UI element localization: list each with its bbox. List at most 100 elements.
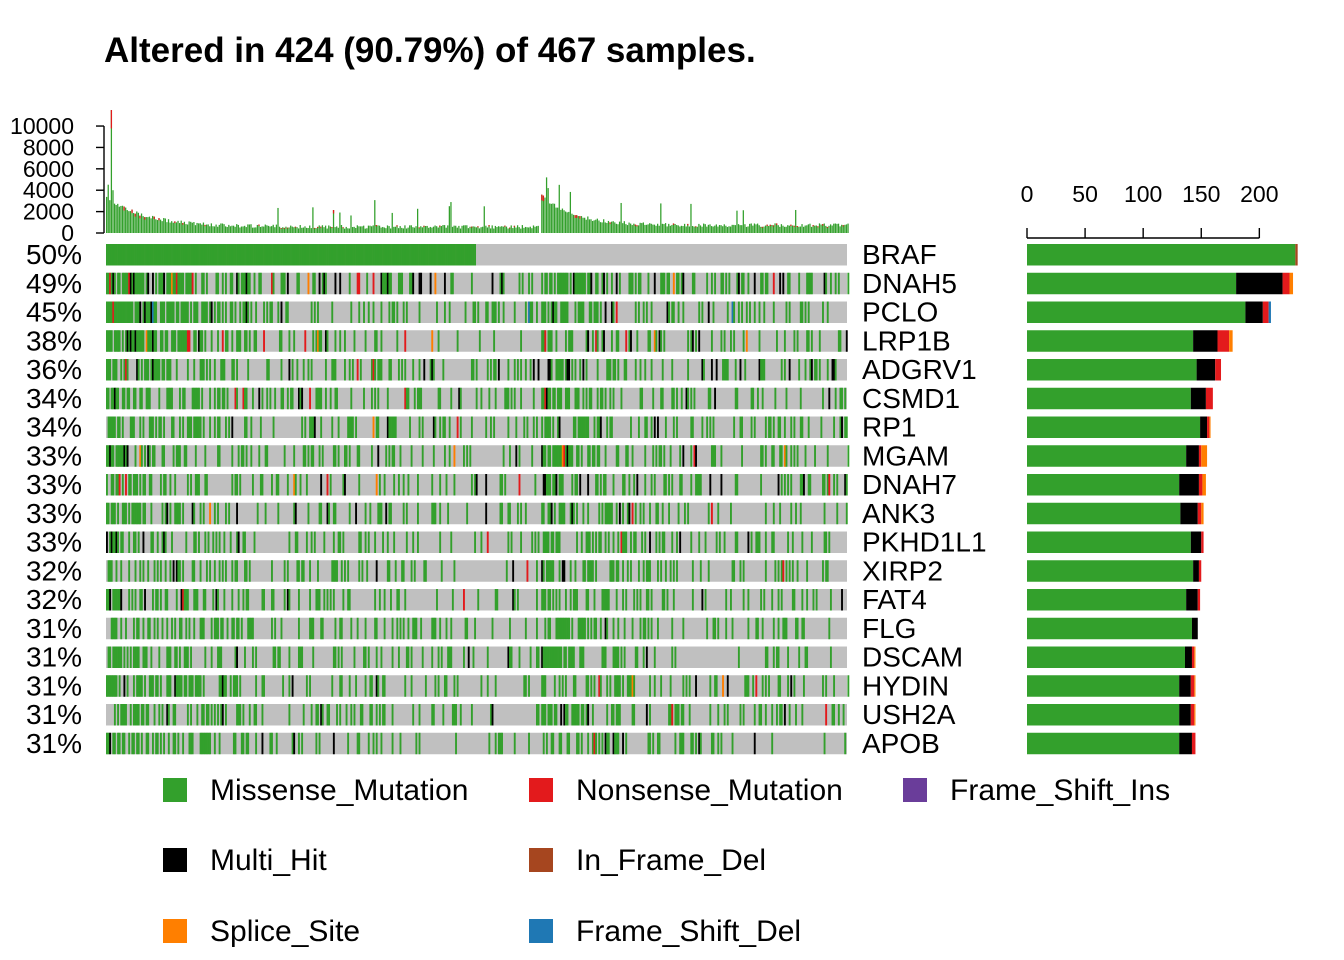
matrix-cell xyxy=(356,732,359,755)
matrix-cell xyxy=(560,732,563,755)
matrix-cell xyxy=(494,675,497,697)
matrix-cell xyxy=(393,244,396,266)
matrix-cell xyxy=(536,704,538,726)
matrix-cell xyxy=(296,244,299,266)
tmb-bar xyxy=(342,227,344,233)
matrix-cell xyxy=(155,589,158,611)
matrix-cell xyxy=(747,589,750,611)
matrix-cell xyxy=(657,560,659,582)
matrix-cell xyxy=(328,502,331,525)
matrix-cell xyxy=(442,359,445,381)
tmb-bar xyxy=(429,226,431,233)
matrix-cell xyxy=(752,675,755,697)
matrix-cell xyxy=(423,560,426,582)
matrix-cell xyxy=(397,244,400,266)
matrix-cell xyxy=(183,675,186,697)
matrix-cell xyxy=(272,589,275,611)
matrix-cell xyxy=(443,301,446,323)
matrix-cell xyxy=(771,531,774,553)
matrix-cell xyxy=(563,704,566,726)
matrix-cell xyxy=(582,502,585,525)
matrix-cell xyxy=(166,704,169,726)
matrix-cell xyxy=(612,359,615,381)
matrix-cell xyxy=(217,704,219,726)
matrix-cell xyxy=(107,272,110,295)
matrix-cell xyxy=(618,675,621,697)
matrix-cell xyxy=(690,445,693,467)
matrix-cell xyxy=(109,244,112,266)
matrix-cell xyxy=(174,502,177,525)
matrix-cell xyxy=(183,646,186,668)
matrix-cell xyxy=(221,272,224,295)
matrix-cell xyxy=(267,244,270,266)
matrix-cell xyxy=(251,387,254,410)
legend-label: Missense_Mutation xyxy=(210,774,468,807)
matrix-cell xyxy=(764,675,767,697)
matrix-cell xyxy=(557,646,559,668)
matrix-cell xyxy=(531,301,534,323)
tmb-bar-segment xyxy=(131,209,133,214)
matrix-cell xyxy=(418,732,421,755)
matrix-cell xyxy=(802,474,805,496)
matrix-cell xyxy=(196,416,199,438)
matrix-cell xyxy=(175,502,178,525)
matrix-cell xyxy=(451,589,454,611)
matrix-cell xyxy=(139,301,142,323)
matrix-cell xyxy=(614,646,617,668)
matrix-cell xyxy=(710,330,713,352)
matrix-cell xyxy=(182,560,185,582)
tmb-bar xyxy=(340,224,343,233)
matrix-cell xyxy=(409,244,411,266)
matrix-cell xyxy=(658,531,661,553)
matrix-cell xyxy=(148,330,151,352)
matrix-cell xyxy=(324,359,327,381)
matrix-cell xyxy=(456,244,459,266)
matrix-cell xyxy=(315,589,318,611)
matrix-cell xyxy=(167,732,170,755)
matrix-cell xyxy=(226,387,229,410)
matrix-cell xyxy=(634,272,637,295)
matrix-cell xyxy=(297,589,300,611)
matrix-cell xyxy=(431,646,434,668)
matrix-cell xyxy=(474,531,477,553)
matrix-cell xyxy=(647,330,650,352)
matrix-cell xyxy=(595,474,598,496)
matrix-cell xyxy=(131,272,134,295)
tmb-bar xyxy=(388,226,390,233)
matrix-cell xyxy=(164,589,167,611)
matrix-cell xyxy=(753,416,756,438)
matrix-cell xyxy=(169,502,172,525)
matrix-cell xyxy=(633,589,636,611)
tmb-bar xyxy=(177,220,179,233)
tmb-bar-segment xyxy=(634,224,637,226)
matrix-cell xyxy=(125,502,127,525)
matrix-cell xyxy=(730,330,732,352)
matrix-cell xyxy=(612,301,615,323)
gene-count-segment xyxy=(1194,675,1196,697)
tmb-bar xyxy=(839,226,841,233)
tmb-bar xyxy=(271,226,273,233)
gene-count-segment xyxy=(1027,416,1201,438)
matrix-cell xyxy=(698,531,701,553)
tmb-bar xyxy=(831,225,833,233)
matrix-cell xyxy=(217,589,219,611)
matrix-cell xyxy=(226,244,229,266)
matrix-cell xyxy=(847,675,850,697)
matrix-cell xyxy=(350,301,353,323)
tmb-bar xyxy=(704,224,706,233)
tmb-bar xyxy=(826,226,829,233)
matrix-cell xyxy=(110,416,113,438)
matrix-cell xyxy=(142,646,145,668)
matrix-cell xyxy=(737,272,740,295)
matrix-cell xyxy=(631,272,634,295)
matrix-cell xyxy=(783,359,786,381)
matrix-cell xyxy=(245,416,248,438)
matrix-cell xyxy=(159,732,162,755)
matrix-cell xyxy=(532,416,535,438)
matrix-cell xyxy=(418,301,421,323)
tmb-bar xyxy=(199,223,201,233)
matrix-cell xyxy=(144,359,146,381)
matrix-cell xyxy=(779,502,782,525)
matrix-cell xyxy=(834,359,837,381)
matrix-cell xyxy=(112,474,115,496)
